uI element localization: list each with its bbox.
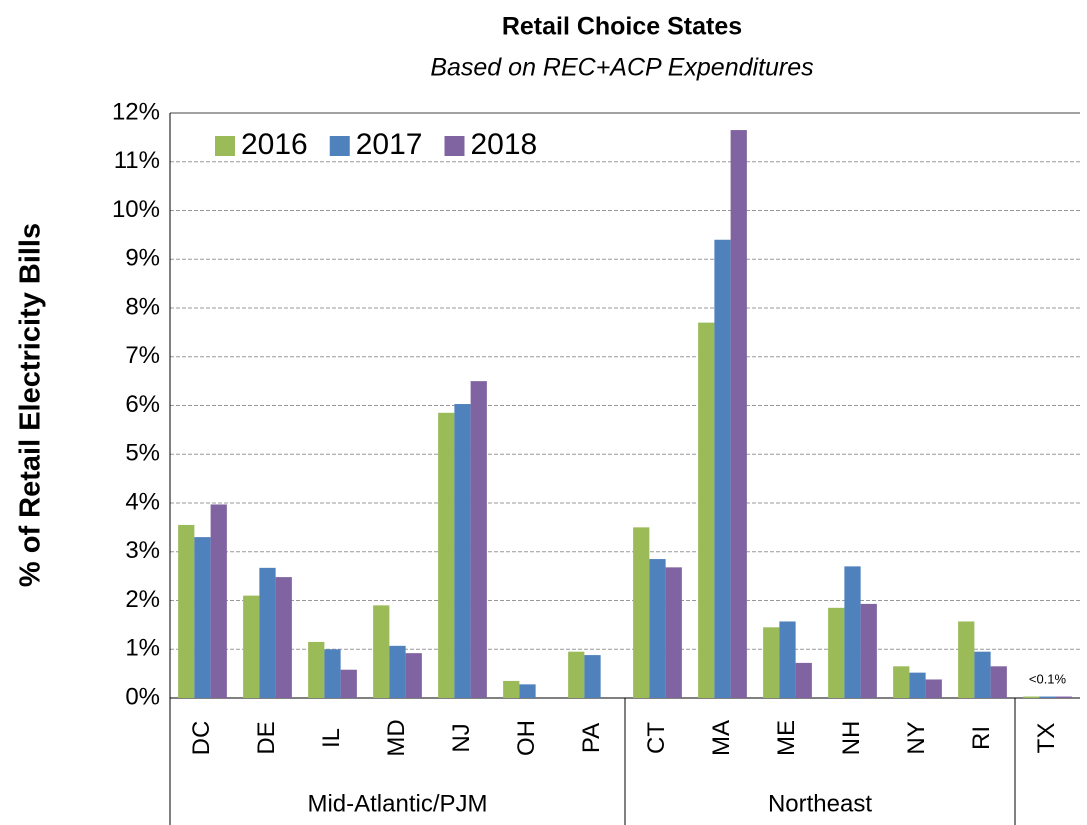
x-tick-label: IL [318,728,345,748]
y-tick-label: 8% [125,293,160,320]
bar [795,662,812,698]
bar [519,684,536,698]
x-tick-label: OH [513,720,540,756]
bar [1039,696,1056,698]
bar [860,603,877,698]
x-tick-label: ME [773,720,800,756]
x-tick-label: NJ [448,723,475,752]
bar [893,666,910,698]
bar [974,651,991,698]
legend-swatch [329,136,350,156]
bar [779,621,796,698]
bar [665,567,682,698]
bar [340,669,357,698]
bar [584,655,601,698]
bar [990,666,1007,698]
bar [405,653,422,698]
x-tick-label: NH [838,721,865,756]
x-tick-label: PA [578,723,605,753]
bar [324,649,341,698]
x-tick-label: DC [188,721,215,756]
bar [633,527,650,698]
y-tick-label: 6% [125,391,160,418]
legend-label: 2018 [471,128,538,161]
bar [438,412,455,698]
x-tick-label: MA [708,720,735,756]
bar [308,641,325,698]
x-tick-label: NY [903,721,930,754]
bar [925,679,942,698]
y-tick-label: 4% [125,488,160,515]
x-tick-label: TX [1033,723,1060,754]
x-tick-label: RI [968,726,995,750]
chart-subtitle: Based on REC+ACP Expenditures [430,54,813,82]
bar [909,672,926,698]
y-tick-label: 5% [125,440,160,467]
group-label: Northeast [768,790,872,817]
bar [568,651,585,698]
bar [194,537,211,698]
legend-swatch [215,136,235,156]
y-tick-label: 9% [125,245,160,272]
y-axis-title: % of Retail Electricity Bills [15,223,47,587]
bar [373,605,390,698]
bar [470,381,487,698]
bar [828,607,845,698]
annotation: <0.1% [1029,671,1067,686]
bar [844,566,861,698]
y-tick-label: 12% [112,98,160,125]
bar [210,504,227,698]
chart-title: Retail Choice States [502,13,742,41]
bar [275,577,292,698]
x-tick-label: MD [383,719,410,756]
bar [958,621,975,698]
x-tick-label: CT [643,722,670,754]
group-label: Mid-Atlantic/PJM [307,790,487,817]
bar [454,404,471,698]
x-tick-label: DE [253,721,280,754]
bar [243,595,260,698]
legend-swatch [444,136,465,156]
bar [503,680,520,698]
bar [714,239,731,698]
bar [1023,696,1040,698]
y-tick-label: 10% [112,196,160,223]
bar [763,627,780,698]
y-tick-label: 1% [125,635,160,662]
y-tick-label: 2% [125,586,160,613]
bar [259,567,276,698]
bar [1055,696,1072,698]
legend-label: 2017 [356,128,423,161]
bar [389,645,406,698]
bar [178,524,195,698]
y-tick-label: 7% [125,342,160,369]
y-tick-label: 3% [125,537,160,564]
bar [698,322,715,698]
legend-label: 2016 [241,128,308,161]
bar [649,559,666,698]
y-tick-label: 0% [125,683,160,710]
y-tick-label: 11% [114,147,160,174]
bar [730,130,747,698]
